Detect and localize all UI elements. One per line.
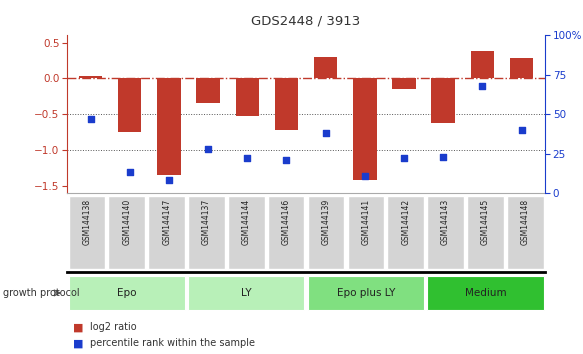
Text: GSM144137: GSM144137 [202, 199, 211, 245]
Point [125, 170, 135, 175]
Bar [353, 78, 377, 180]
Text: GSM144146: GSM144146 [282, 199, 291, 245]
Point [438, 154, 448, 160]
Bar [79, 76, 102, 78]
Text: LY: LY [241, 288, 252, 298]
Text: GSM144141: GSM144141 [361, 199, 370, 245]
Text: ■: ■ [73, 338, 83, 348]
FancyBboxPatch shape [268, 196, 304, 269]
FancyBboxPatch shape [188, 196, 225, 269]
Text: GSM144140: GSM144140 [122, 199, 131, 245]
FancyBboxPatch shape [69, 276, 185, 310]
FancyBboxPatch shape [347, 196, 384, 269]
Bar [118, 78, 142, 132]
Bar [392, 78, 416, 89]
Text: ■: ■ [73, 322, 83, 332]
Point [282, 157, 291, 163]
Text: GSM144148: GSM144148 [521, 199, 530, 245]
Text: GSM144145: GSM144145 [481, 199, 490, 245]
Point [86, 116, 95, 122]
FancyBboxPatch shape [387, 196, 424, 269]
Point [477, 83, 487, 88]
Bar [196, 78, 220, 103]
FancyBboxPatch shape [108, 196, 145, 269]
FancyBboxPatch shape [148, 196, 185, 269]
Bar [157, 78, 181, 175]
Point [243, 155, 252, 161]
FancyBboxPatch shape [69, 196, 106, 269]
Bar [314, 57, 338, 78]
Bar [470, 51, 494, 78]
Point [399, 155, 409, 161]
FancyBboxPatch shape [188, 276, 304, 310]
FancyBboxPatch shape [228, 196, 265, 269]
FancyBboxPatch shape [427, 276, 543, 310]
FancyBboxPatch shape [467, 196, 504, 269]
Text: GSM144138: GSM144138 [82, 199, 92, 245]
FancyBboxPatch shape [308, 276, 424, 310]
Point [360, 173, 370, 178]
Text: GDS2448 / 3913: GDS2448 / 3913 [251, 14, 361, 27]
Bar [275, 78, 298, 130]
FancyBboxPatch shape [507, 196, 543, 269]
Text: GSM144143: GSM144143 [441, 199, 450, 245]
Point [164, 177, 174, 183]
FancyBboxPatch shape [427, 196, 464, 269]
Text: growth protocol: growth protocol [3, 288, 79, 298]
Text: log2 ratio: log2 ratio [90, 322, 137, 332]
Point [517, 127, 526, 133]
Bar [431, 78, 455, 123]
Text: percentile rank within the sample: percentile rank within the sample [90, 338, 255, 348]
FancyBboxPatch shape [308, 196, 345, 269]
Bar [236, 78, 259, 116]
Text: GSM144142: GSM144142 [401, 199, 410, 245]
Point [321, 130, 331, 136]
Bar [510, 58, 533, 78]
Text: GSM144144: GSM144144 [242, 199, 251, 245]
Text: GSM144139: GSM144139 [321, 199, 331, 245]
Text: GSM144147: GSM144147 [162, 199, 171, 245]
Point [203, 146, 213, 152]
Text: Epo: Epo [117, 288, 136, 298]
Text: Epo plus LY: Epo plus LY [336, 288, 395, 298]
Text: Medium: Medium [465, 288, 506, 298]
